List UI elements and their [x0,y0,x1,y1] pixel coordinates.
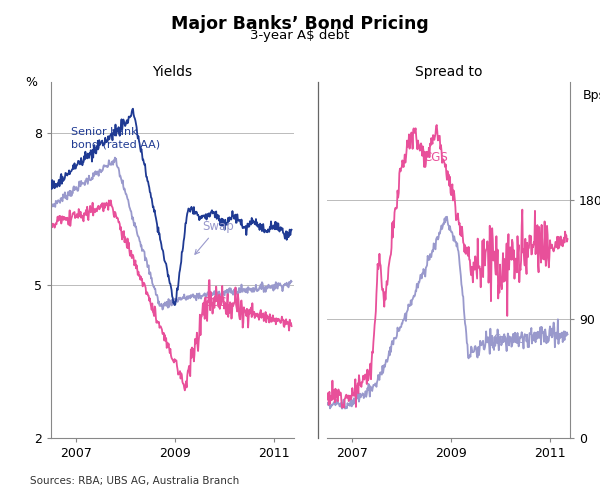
Text: Sources: RBA; UBS AG, Australia Branch: Sources: RBA; UBS AG, Australia Branch [30,476,239,486]
Text: Swap: Swap [195,220,234,254]
Text: CGS: CGS [202,296,227,309]
Title: Yields: Yields [152,65,193,79]
Title: Spread to: Spread to [415,65,482,79]
Y-axis label: Bps: Bps [583,89,600,102]
Text: Major Banks’ Bond Pricing: Major Banks’ Bond Pricing [171,15,429,33]
Text: CGS: CGS [424,151,448,164]
Y-axis label: %: % [26,76,38,89]
Text: Swap: Swap [493,333,525,346]
Text: Senior bank
bond (rated AA): Senior bank bond (rated AA) [71,128,160,150]
Text: 3-year A$ debt: 3-year A$ debt [250,29,350,42]
